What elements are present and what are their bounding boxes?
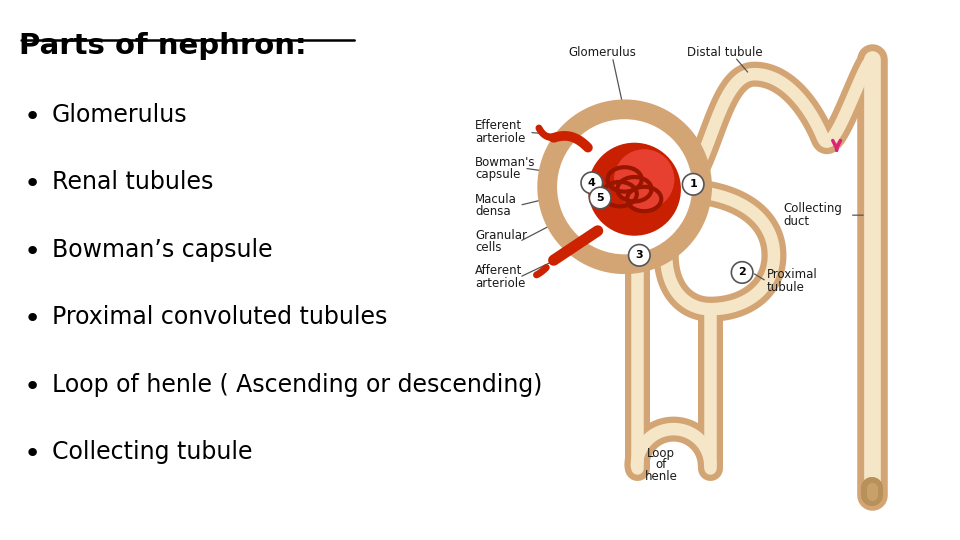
Text: •: • [23,170,40,198]
Text: 5: 5 [596,193,604,203]
Circle shape [614,149,675,210]
Text: of: of [656,458,667,471]
Text: 2: 2 [738,267,746,278]
Text: arteriole: arteriole [475,276,526,290]
Text: Efferent: Efferent [475,119,522,132]
Text: arteriole: arteriole [475,132,526,145]
Text: •: • [23,305,40,333]
Text: Proximal convoluted tubules: Proximal convoluted tubules [52,305,387,329]
Text: Collecting tubule: Collecting tubule [52,440,252,464]
Circle shape [629,245,650,266]
Text: Collecting: Collecting [783,202,843,215]
Text: Distal tubule: Distal tubule [687,45,763,59]
Text: •: • [23,373,40,401]
Text: Macula: Macula [475,192,517,206]
Text: Parts of nephron:: Parts of nephron: [19,32,306,60]
Text: duct: duct [783,214,810,227]
Text: Renal tubules: Renal tubules [52,170,213,194]
Text: henle: henle [645,470,678,483]
Circle shape [557,119,692,254]
Text: Proximal: Proximal [767,268,817,281]
Text: •: • [23,103,40,131]
Text: Loop of henle ( Ascending or descending): Loop of henle ( Ascending or descending) [52,373,542,396]
Text: 4: 4 [588,178,596,188]
Text: 3: 3 [636,251,643,260]
Circle shape [683,173,704,195]
Text: cells: cells [475,241,502,254]
Text: Glomerulus: Glomerulus [52,103,187,126]
Text: Glomerulus: Glomerulus [568,45,636,59]
Text: •: • [23,238,40,266]
Text: capsule: capsule [475,168,520,181]
Text: tubule: tubule [767,281,804,294]
Text: 1: 1 [689,179,697,190]
Text: Bowman's: Bowman's [475,156,536,169]
Circle shape [581,172,603,194]
Text: Afferent: Afferent [475,265,522,278]
Text: Loop: Loop [647,447,675,460]
Text: densa: densa [475,205,511,218]
Text: Granular: Granular [475,229,527,242]
Circle shape [589,187,611,209]
Text: Bowman’s capsule: Bowman’s capsule [52,238,273,261]
Circle shape [732,262,753,283]
Circle shape [588,143,681,236]
Text: •: • [23,440,40,468]
